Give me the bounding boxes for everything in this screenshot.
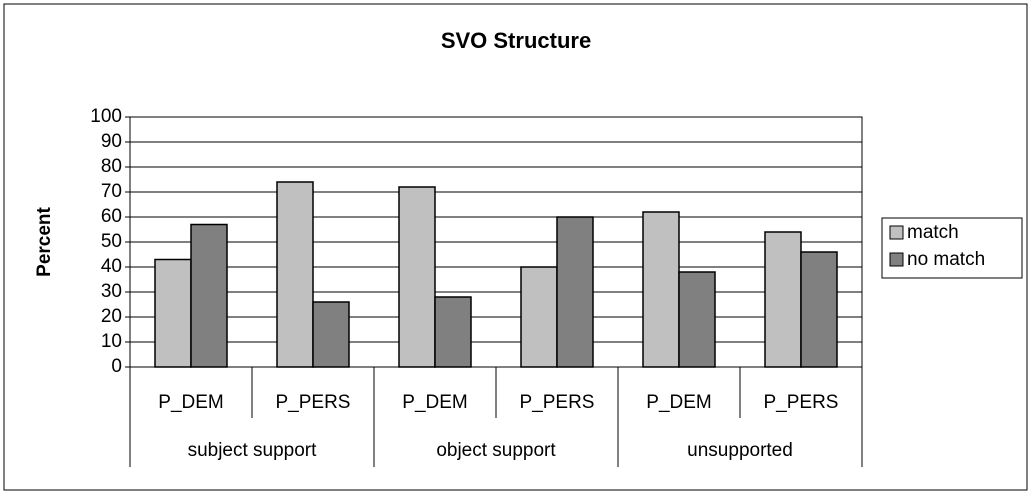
- legend-label: match: [907, 222, 959, 243]
- x-tick-label: P_PERS: [764, 392, 839, 413]
- x-tick-label: P_PERS: [276, 392, 351, 413]
- bar: [678, 271, 716, 368]
- y-tick-label: 80: [101, 156, 122, 177]
- y-tick-label: 10: [101, 331, 122, 352]
- y-axis-label: Percent: [34, 206, 55, 276]
- bar: [398, 186, 436, 368]
- chart-title: SVO Structure: [441, 28, 591, 53]
- bar: [642, 211, 680, 368]
- y-tick-label: 90: [101, 131, 122, 152]
- group-label: unsupported: [687, 440, 793, 461]
- y-tick-label: 50: [101, 231, 122, 252]
- bar: [276, 181, 314, 368]
- legend-swatch: [889, 225, 904, 240]
- bar: [434, 296, 472, 368]
- bar: [800, 251, 838, 368]
- bar: [154, 258, 192, 368]
- x-tick-label: P_DEM: [402, 392, 467, 413]
- y-tick-label: 70: [101, 181, 122, 202]
- y-tick-label: 0: [111, 356, 122, 377]
- y-tick-label: 60: [101, 206, 122, 227]
- x-tick-label: P_PERS: [520, 392, 595, 413]
- bar: [312, 301, 350, 368]
- bar: [556, 216, 594, 368]
- group-label: object support: [436, 440, 556, 461]
- legend-box: [881, 217, 1023, 279]
- legend-swatch: [889, 252, 904, 267]
- x-tick-label: P_DEM: [646, 392, 711, 413]
- y-tick-label: 20: [101, 306, 122, 327]
- bar: [190, 223, 228, 368]
- y-tick-label: 30: [101, 281, 122, 302]
- legend-label: no match: [907, 249, 985, 270]
- y-tick-label: 40: [101, 256, 122, 277]
- y-tick-label: 100: [90, 106, 122, 127]
- x-tick-label: P_DEM: [158, 392, 223, 413]
- bar: [764, 231, 802, 368]
- group-label: subject support: [188, 440, 318, 461]
- bar: [520, 266, 558, 368]
